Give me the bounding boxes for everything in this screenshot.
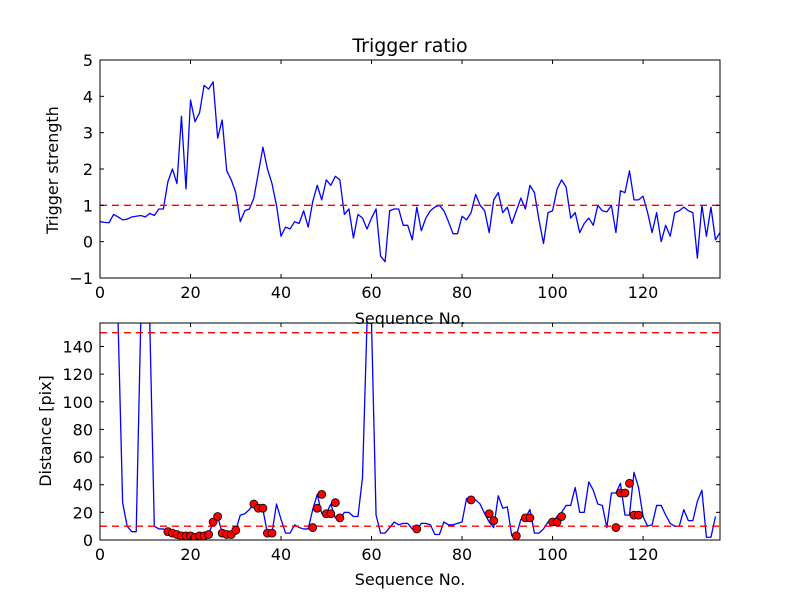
ticks: 0 20 40 60 80 100 120 0 20 40 60 80 100 120 140 xyxy=(62,323,720,564)
data-point xyxy=(231,525,241,535)
y-tick-label: 0 xyxy=(83,531,93,550)
data-point xyxy=(317,489,327,499)
x-tick-label: 120 xyxy=(628,283,659,302)
y-tick-label: 40 xyxy=(73,476,93,495)
x-tick-label: 120 xyxy=(628,545,659,564)
data-point xyxy=(326,509,336,519)
y-tick-label: 0 xyxy=(83,233,93,252)
x-tick-label: 40 xyxy=(271,283,291,302)
plot-content xyxy=(100,323,720,540)
data-point xyxy=(484,509,494,519)
x-tick-label: 0 xyxy=(95,283,105,302)
plot-content xyxy=(100,81,720,263)
x-tick-label: 40 xyxy=(271,545,291,564)
y-tick-label: 140 xyxy=(62,337,93,356)
y-tick-label: 120 xyxy=(62,365,93,384)
x-tick-label: 60 xyxy=(361,545,381,564)
x-tick-label: 20 xyxy=(180,283,200,302)
y-tick-label: 60 xyxy=(73,448,93,467)
data-point xyxy=(258,503,268,513)
y-tick-label: −1 xyxy=(69,269,93,288)
data-point xyxy=(634,510,643,520)
data-point xyxy=(204,530,214,539)
x-tick-label: 20 xyxy=(180,545,200,564)
data-point xyxy=(489,516,499,526)
data-point xyxy=(412,524,422,534)
y-tick-label: 3 xyxy=(83,124,93,143)
data-point xyxy=(557,512,567,521)
y-tick-label: 4 xyxy=(83,87,93,106)
y-tick-label: 1 xyxy=(83,196,93,215)
data-point xyxy=(511,531,521,540)
x-tick-label: 100 xyxy=(537,283,568,302)
plot-area xyxy=(100,323,720,540)
x-tick-label: 100 xyxy=(537,545,568,564)
x-tick-label: 60 xyxy=(361,283,381,302)
data-point xyxy=(312,503,322,513)
y-axis-label: Trigger strength xyxy=(43,106,62,235)
data-point xyxy=(213,512,223,521)
distance-chart: 0 20 40 60 80 100 120 0 20 40 60 80 100 120 140 Sequen… xyxy=(36,322,721,589)
y-tick-label: 100 xyxy=(62,393,93,412)
y-tick-label: 80 xyxy=(73,420,93,439)
data-point xyxy=(525,513,535,523)
data-point xyxy=(611,523,621,532)
data-point xyxy=(466,495,476,505)
x-tick-label: 0 xyxy=(95,545,105,564)
axes-frame xyxy=(99,322,721,541)
x-tick-label: 80 xyxy=(452,545,472,564)
y-tick-label: 20 xyxy=(73,503,93,522)
data-point xyxy=(267,528,277,538)
x-axis-label: Sequence No. xyxy=(355,570,466,589)
chart-title: Trigger ratio xyxy=(351,35,467,57)
data-point xyxy=(308,523,318,532)
series-line-0 xyxy=(100,81,720,263)
data-point xyxy=(335,513,345,523)
x-tick-label: 80 xyxy=(452,283,472,302)
data-point xyxy=(625,478,634,488)
y-tick-label: 2 xyxy=(83,160,93,179)
plot-area xyxy=(100,81,720,263)
y-axis-label: Distance [pix] xyxy=(36,375,55,487)
data-point xyxy=(330,498,340,508)
y-tick-label: 5 xyxy=(83,51,93,70)
data-point xyxy=(620,488,630,498)
